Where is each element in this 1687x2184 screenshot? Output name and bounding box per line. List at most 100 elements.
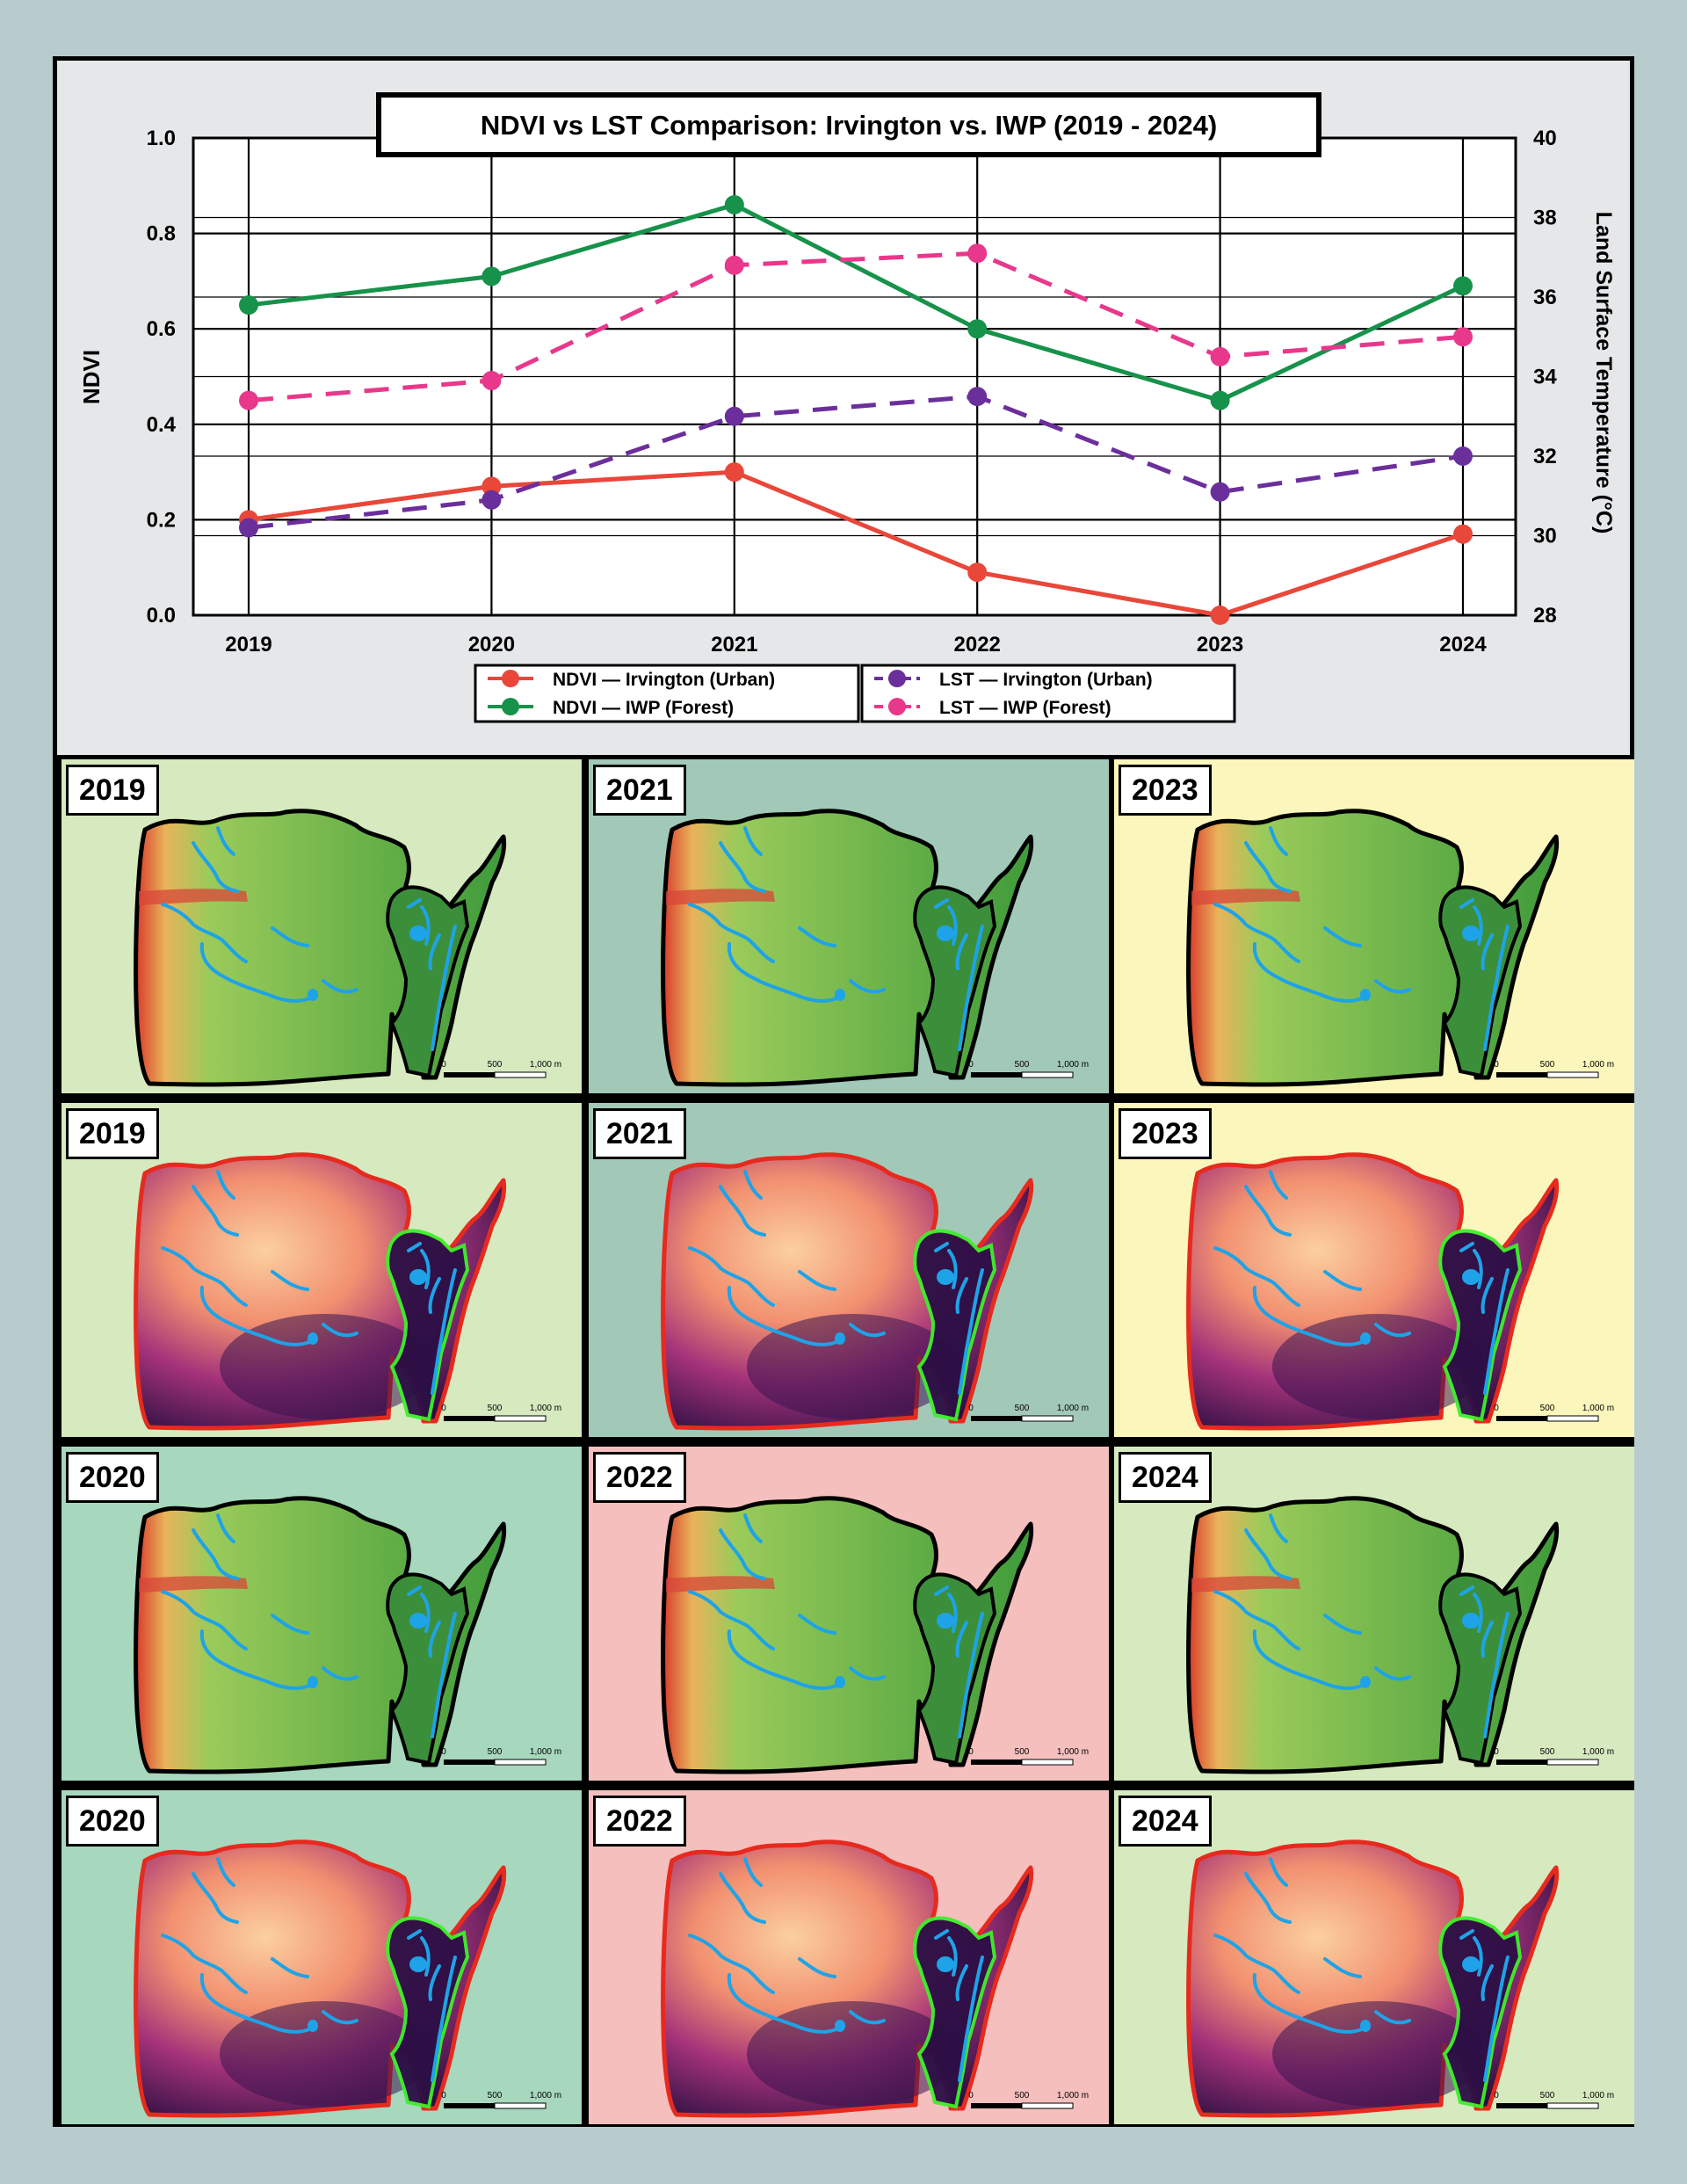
river [849, 1323, 886, 1338]
forest-boundary [1438, 1572, 1523, 1766]
y2-tick-label: 30 [1533, 525, 1557, 548]
data-point [724, 255, 744, 275]
series-line-2 [248, 202, 1465, 403]
scale-bar-segment [494, 1415, 547, 1422]
year-badge: 2020 [66, 1796, 159, 1847]
river [199, 1973, 311, 2034]
scale-label: 500 [1540, 1747, 1555, 1757]
scale-bar-segment [1021, 1759, 1074, 1766]
scale-label: 500 [1015, 1747, 1030, 1757]
river [1252, 942, 1364, 1003]
river [407, 1242, 441, 1314]
river [798, 926, 836, 947]
urban-hotspot [139, 1576, 248, 1593]
legend-label: NDVI — Irvington (Urban) [553, 670, 775, 690]
lake [937, 1269, 954, 1285]
river [727, 1973, 838, 2034]
river [322, 1666, 358, 1681]
pond [835, 1676, 845, 1688]
scale-label: 0 [1494, 1060, 1499, 1070]
data-point [239, 390, 258, 410]
data-point [1453, 327, 1473, 347]
river [1213, 1246, 1300, 1307]
data-point [724, 406, 744, 426]
y-axis-label: NDVI [78, 350, 105, 404]
series-line-1 [248, 469, 1464, 618]
ndvi-map-panel: 0 500 1,000 m 2024 [1114, 1447, 1634, 1781]
river [798, 1270, 836, 1291]
pond [835, 1332, 845, 1345]
river [719, 1185, 766, 1237]
lake [1462, 1269, 1480, 1285]
river [958, 1268, 984, 1395]
river [1269, 1513, 1288, 1543]
x-tick-label: 2020 [468, 633, 515, 657]
data-point [724, 195, 744, 215]
lst-map-panel: 0 500 1,000 m 2022 [589, 1790, 1109, 2124]
scale-bar-segment [1496, 1416, 1547, 1421]
lake [409, 1613, 427, 1629]
x-tick-label: 2023 [1197, 633, 1243, 657]
ndvi-map-panel: 0 500 1,000 m 2021 [589, 759, 1109, 1093]
ndvi-map-panel: 0 500 1,000 m 2023 [1114, 759, 1634, 1093]
forest-boundary [913, 1916, 997, 2109]
chart-panel: 0.0 0.2 0.4 0.6 0.8 1.0 28 30 32 34 36 38 40 2019 2020… [57, 61, 1630, 755]
scale-bar-segment [971, 2103, 1022, 2108]
scale-bar-segment [971, 1416, 1022, 1421]
river [743, 1857, 763, 1887]
river [1323, 1614, 1362, 1635]
river [407, 1929, 441, 2001]
data-point [967, 562, 988, 583]
lst-map-panel: 0 500 1,000 m 2024 [1114, 1790, 1634, 2124]
river [798, 1957, 836, 1978]
river [192, 1872, 239, 1924]
legend-swatch-marker [888, 698, 906, 715]
scale-bar-segment [1496, 2103, 1547, 2108]
legend-label: NDVI — IWP (Forest) [553, 698, 734, 718]
scale-label: 0 [968, 2091, 974, 2101]
river [688, 1590, 775, 1651]
river [199, 1629, 311, 1690]
data-point [239, 518, 258, 538]
river [199, 1286, 311, 1346]
lake [1462, 1956, 1480, 1972]
river [1252, 1629, 1364, 1690]
river [849, 1666, 886, 1681]
lst-map: 0 500 1,000 m [661, 1152, 1089, 1431]
scale-label: 1,000 m [1057, 1060, 1089, 1070]
lake [937, 1956, 954, 1972]
river [192, 1185, 239, 1237]
forest-boundary [1438, 1229, 1523, 1422]
figure-frame: 0.0 0.2 0.4 0.6 0.8 1.0 28 30 32 34 36 38 40 2019 2020… [53, 56, 1634, 2127]
river [1269, 826, 1288, 856]
scale-label: 0 [1494, 2091, 1499, 2101]
year-badge: 2019 [66, 1108, 159, 1159]
forest-boundary [386, 885, 470, 1078]
y2-tick-label: 36 [1533, 286, 1557, 309]
river [743, 1513, 763, 1543]
river [1483, 925, 1510, 1051]
legend-swatch-marker [502, 670, 519, 687]
ndvi-map-panel: 0 500 1,000 m 2020 [62, 1447, 582, 1781]
river [1213, 1590, 1300, 1651]
lst-map: 0 500 1,000 m [1186, 1839, 1614, 2118]
scale-label: 1,000 m [1582, 1060, 1614, 1070]
scale-bar-segment [1496, 1072, 1547, 1077]
legend-label: LST — IWP (Forest) [939, 698, 1111, 718]
river [1374, 979, 1411, 994]
data-point [1210, 606, 1230, 625]
river [271, 1614, 309, 1635]
lake [937, 925, 954, 941]
data-point [481, 266, 502, 287]
lake [409, 1269, 427, 1285]
y2-tick-label: 28 [1533, 604, 1557, 628]
year-badge: 2023 [1119, 1108, 1212, 1159]
scale-bar-segment [1546, 2102, 1599, 2109]
pond [835, 2020, 845, 2032]
year-badge: 2022 [593, 1796, 686, 1847]
scale-label: 500 [1540, 1404, 1555, 1413]
pond [835, 989, 845, 1001]
scale-bar-segment [444, 1072, 495, 1077]
river [322, 979, 358, 994]
river [719, 1528, 766, 1580]
